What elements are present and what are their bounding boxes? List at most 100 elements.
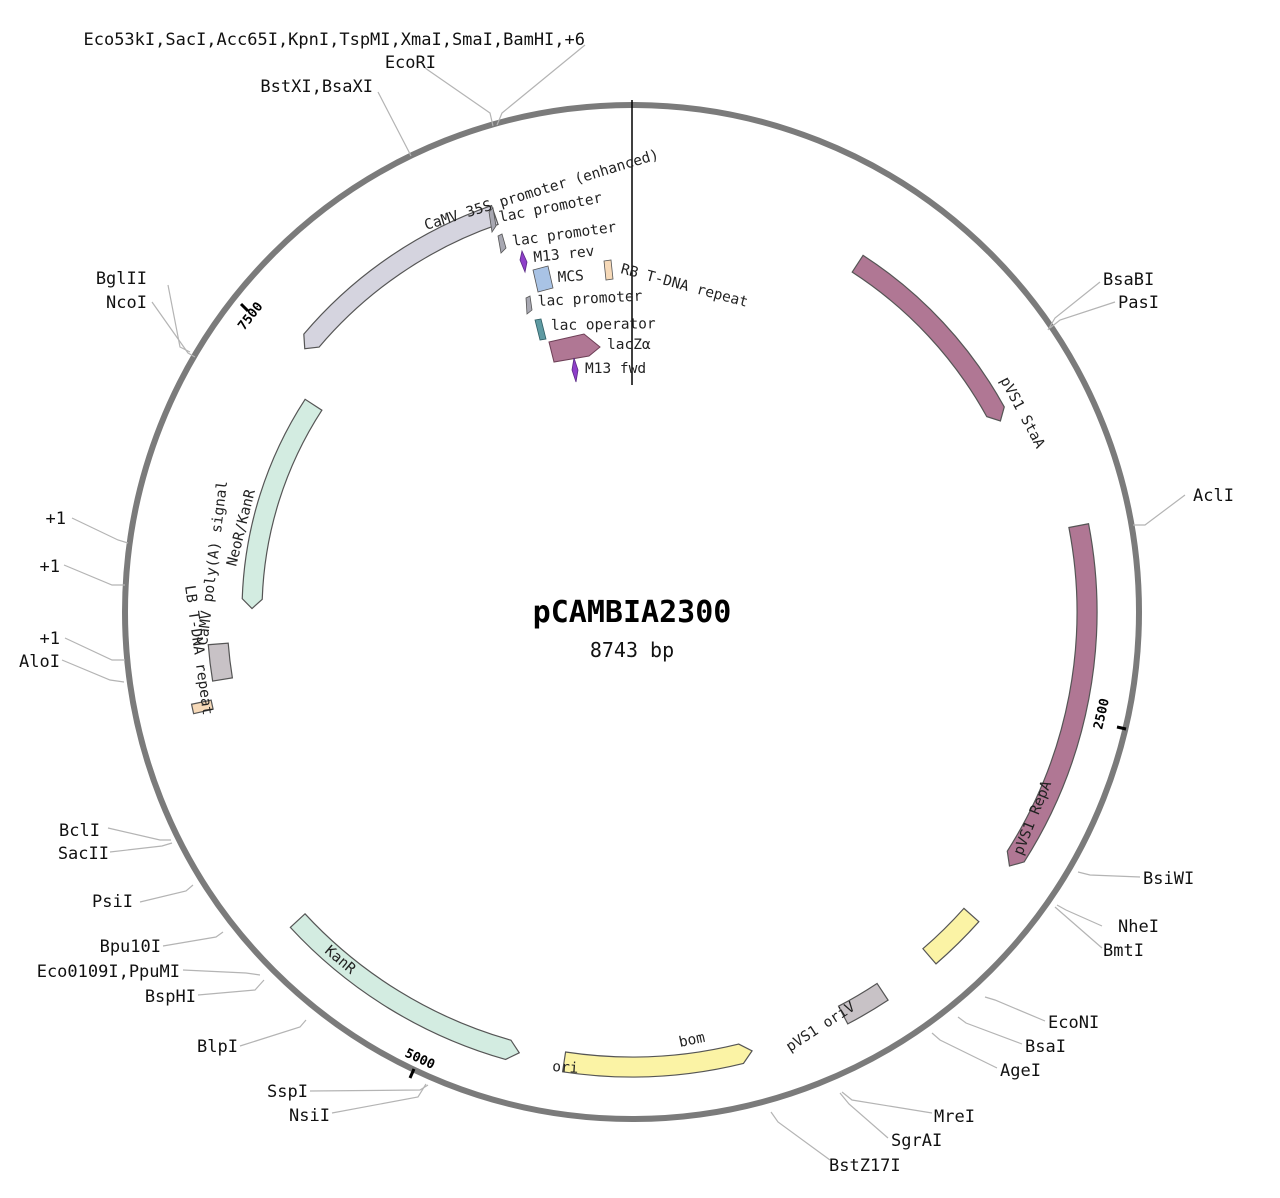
enzyme-label: NheI <box>1118 917 1159 937</box>
inner-label-lac-operator: lac operator <box>551 316 656 334</box>
lac-promoter-3-shape <box>525 295 533 315</box>
feature-layer <box>190 204 1098 1078</box>
enzyme-leader <box>71 517 129 544</box>
enzyme-leader <box>239 1019 307 1047</box>
enzyme-leader <box>1049 301 1116 329</box>
enzyme-leader <box>139 884 194 903</box>
tick-label: 2500 <box>1091 697 1113 731</box>
inner-label-lac-promoter-3: lac promoter <box>537 289 643 310</box>
enzyme-leader <box>957 1016 1023 1045</box>
enzyme-leader <box>424 67 494 127</box>
tick-2500: 2500 <box>1091 697 1127 731</box>
inner-features: lac promoter lac promoter M13 rev MCS RB… <box>488 190 750 383</box>
lac-promoter-2-shape <box>497 233 507 254</box>
tick-mark <box>1116 725 1127 731</box>
feature-bom <box>837 982 889 1025</box>
enzyme-leader <box>162 931 224 947</box>
enzyme-leader <box>107 827 171 841</box>
enzyme-label: Eco0109I,PpuMI <box>37 962 180 982</box>
enzyme-label: NcoI <box>106 293 147 313</box>
feature-label-ori: ori <box>552 1059 579 1077</box>
enzyme-label: AclI <box>1193 486 1234 506</box>
feature-pvs1-repa <box>1006 523 1098 867</box>
feature-camv-35s-promoter-enhanced <box>303 204 499 350</box>
enzyme-leader <box>309 1084 429 1092</box>
inner-label-mcs: MCS <box>557 268 584 286</box>
enzyme-label: EcoRI <box>385 53 436 73</box>
enzyme-leader <box>109 842 173 853</box>
enzyme-label: PasI <box>1118 293 1159 313</box>
feature-label-camv-35s: CaMV 35S promoter (enhanced) <box>422 147 660 234</box>
enzyme-label: Bpu10I <box>100 937 161 957</box>
enzyme-leader <box>377 91 412 157</box>
enzyme-leader <box>182 969 261 976</box>
enzyme-leader <box>197 979 265 996</box>
enzyme-leaders <box>61 44 1186 1161</box>
inner-label-lac-promoter-2: lac promoter <box>511 219 617 249</box>
feature-label-bom: bom <box>678 1030 707 1051</box>
enzyme-leader <box>64 637 125 661</box>
enzyme-label: MreI <box>934 1107 975 1127</box>
enzyme-leader <box>1133 494 1186 526</box>
tick-mark <box>239 302 250 313</box>
enzyme-leader <box>61 659 125 683</box>
feature-pvs1-staa <box>851 254 1005 422</box>
enzyme-label: +1 <box>40 557 60 577</box>
enzyme-label: BsaBI <box>1103 270 1154 290</box>
plasmid-length: 8743 bp <box>590 638 674 662</box>
feature-kanr <box>289 912 521 1061</box>
enzyme-label: SgrAI <box>891 1131 942 1151</box>
feature-pvs1-oriv <box>922 907 980 965</box>
feature-neor-kanr <box>241 398 323 610</box>
enzyme-label: BstZ17I <box>829 1156 901 1176</box>
enzyme-label: BmtI <box>1103 941 1144 961</box>
enzyme-label: NsiI <box>289 1106 330 1126</box>
enzyme-label: BstXI,BsaXI <box>260 77 373 97</box>
m13-fwd-shape <box>571 357 579 383</box>
enzyme-label: SspI <box>267 1082 308 1102</box>
enzyme-label: BsiWI <box>1143 869 1194 889</box>
tick-7500: 7500 <box>235 299 266 333</box>
enzyme-leader <box>839 1092 889 1139</box>
enzyme-leader <box>841 1091 933 1114</box>
enzyme-leader <box>1047 281 1101 331</box>
lac-promoter-1-shape <box>488 207 497 234</box>
enzyme-leader <box>931 1032 998 1069</box>
enzyme-label: +1 <box>46 509 66 529</box>
inner-label-lacz-alpha: lacZα <box>607 337 651 353</box>
feature-label-pvs1-staa: pVS1 StaA <box>996 374 1047 451</box>
m13-rev-shape <box>519 249 528 274</box>
enzyme-label: BsaI <box>1025 1037 1066 1057</box>
enzyme-label: SacII <box>58 844 109 864</box>
enzyme-leader <box>496 44 586 126</box>
tick-label: 7500 <box>235 299 266 333</box>
enzyme-leader <box>984 996 1046 1022</box>
mcs-shape <box>532 265 554 293</box>
rb-t-dna-repeat-shape <box>603 259 614 281</box>
enzyme-label: BglII <box>96 269 147 289</box>
enzyme-label: +1 <box>40 629 60 649</box>
feature-ori <box>561 1043 753 1078</box>
feature-camv-poly-a-signal <box>207 642 234 682</box>
inner-label-m13-fwd: M13 fwd <box>585 361 646 377</box>
enzyme-leader <box>1054 906 1103 949</box>
enzyme-leader <box>63 564 125 586</box>
enzyme-leader <box>331 1083 427 1114</box>
feature-lb-t-dna-repeat <box>190 699 214 715</box>
tick-mark <box>408 1068 416 1079</box>
inner-label-m13-rev: M13 rev <box>533 244 596 266</box>
lac-operator-shape <box>534 318 547 341</box>
enzyme-leader <box>167 284 191 353</box>
enzyme-leader <box>770 1111 831 1161</box>
enzyme-label: BlpI <box>197 1037 238 1057</box>
enzyme-label: AgeI <box>1000 1061 1041 1081</box>
enzyme-leader <box>151 301 196 358</box>
enzyme-label: AloI <box>19 652 60 672</box>
enzyme-leader <box>1056 904 1103 927</box>
enzyme-label: BspHI <box>145 987 196 1007</box>
enzyme-label: EcoNI <box>1048 1013 1099 1033</box>
enzyme-label: Eco53kI,SacI,Acc65I,KpnI,TspMI,XmaI,SmaI… <box>83 30 585 50</box>
enzyme-label: PsiI <box>92 892 133 912</box>
enzyme-leader <box>1077 871 1141 878</box>
